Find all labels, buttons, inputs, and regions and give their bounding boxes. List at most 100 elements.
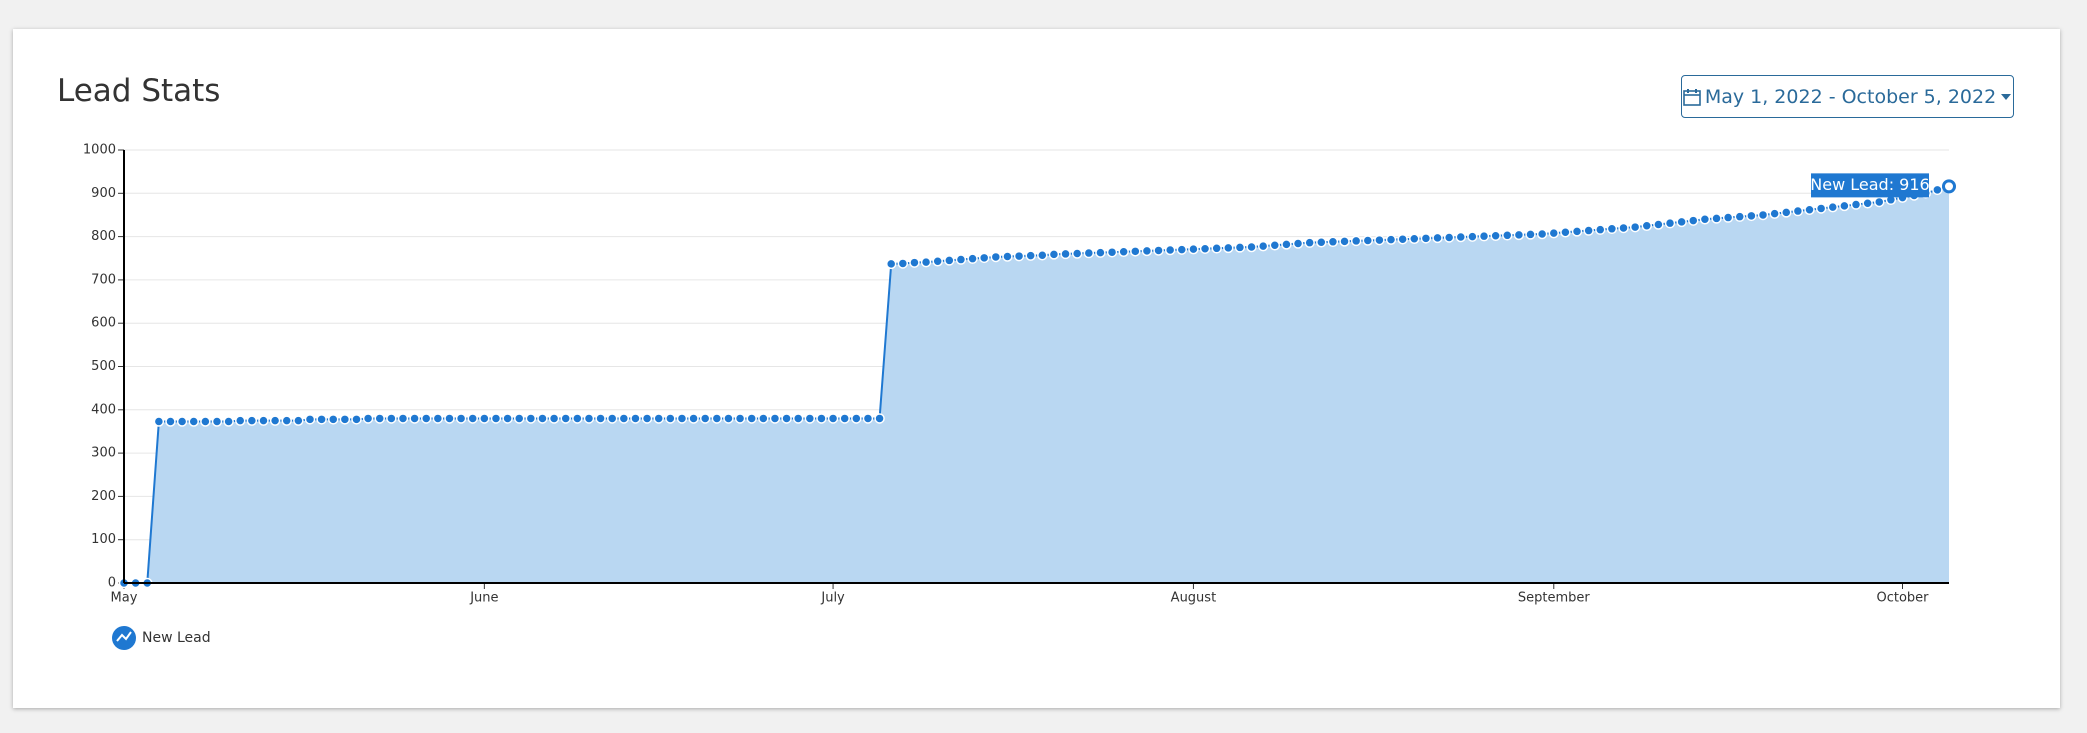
point [572,413,583,424]
point [792,413,804,424]
y-tick-label: 1000 [83,143,116,158]
point [1071,248,1083,259]
point [583,413,595,424]
point [630,413,641,424]
point [153,416,165,427]
point [1815,203,1827,214]
point [1455,231,1467,243]
point [211,416,223,427]
point [1083,247,1095,259]
point [1164,244,1176,256]
point [374,413,385,424]
point [200,416,211,427]
point [432,413,444,424]
point [1548,227,1560,239]
y-tick-label: 900 [91,186,116,201]
point [1199,243,1211,254]
point [1804,204,1815,216]
point [420,413,432,424]
point [479,413,490,424]
tooltip: New Lead: 916 [1810,175,1929,194]
point [1223,242,1234,254]
point [862,413,874,424]
y-tick-label: 300 [91,446,116,461]
x-tick-label: September [1518,591,1591,606]
point [165,416,176,427]
point [293,415,304,426]
y-tick-label: 700 [91,272,116,287]
point [1490,230,1501,241]
point [1130,246,1141,257]
point [339,414,351,425]
date-range-button[interactable]: May 1, 2022 - October 5, 2022 [1681,75,2014,118]
point [490,413,502,424]
y-tick-label: 100 [91,532,116,547]
point [1409,233,1420,245]
point [269,415,281,426]
point [304,414,316,425]
point [1095,247,1106,258]
point [1664,217,1676,229]
y-tick-label: 400 [91,402,116,417]
point [246,415,258,426]
point [641,413,653,424]
point [1432,232,1443,244]
point [397,413,409,424]
point [1525,229,1536,240]
point [1211,243,1222,254]
point [455,413,467,424]
point [316,414,327,425]
point [804,413,816,424]
point [1792,205,1804,217]
point [816,413,827,424]
point [1536,228,1548,240]
point [827,413,839,424]
point [1653,219,1664,230]
point [1850,199,1862,210]
area [124,186,1949,583]
point [234,415,246,426]
x-tick-label: August [1171,591,1217,606]
point [1281,239,1292,250]
point [1292,238,1304,249]
point [1839,200,1850,212]
point [1106,246,1118,258]
point [618,413,630,424]
point [1013,250,1025,262]
point [1316,236,1327,248]
point [525,413,537,424]
point [874,413,885,424]
y-tick-label: 800 [91,229,116,244]
tooltip-box [1811,173,1929,198]
point [1874,196,1885,208]
point [1467,231,1478,242]
point [1932,184,1943,196]
point [1339,236,1350,247]
point [560,413,571,424]
point [386,413,397,424]
point [409,413,420,424]
point [1397,233,1408,245]
point [537,413,548,424]
point [688,413,699,424]
point [909,257,920,268]
point [1327,236,1339,248]
point [885,258,897,270]
point [176,416,188,427]
point [1583,225,1594,236]
point [1478,230,1490,242]
point [188,416,199,427]
point [1699,214,1711,225]
point [1420,233,1432,244]
point [1942,179,1956,194]
point [606,413,618,424]
point [1350,235,1362,247]
x-tick-label: June [469,591,498,606]
point [978,252,990,264]
point [1629,221,1641,233]
point [1722,212,1734,223]
point [1560,227,1571,238]
point [1060,248,1071,260]
